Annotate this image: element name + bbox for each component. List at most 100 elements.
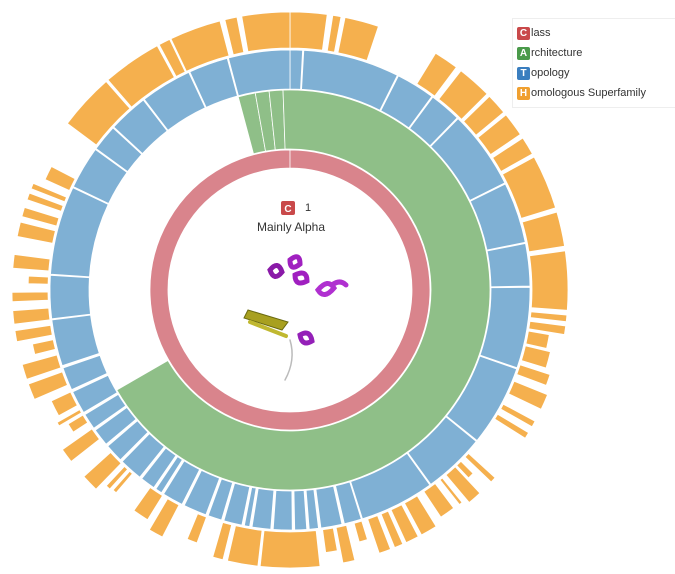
- topology-segment[interactable]: [272, 490, 293, 531]
- topology-segment[interactable]: [189, 57, 238, 108]
- superfamily-segment[interactable]: [224, 16, 245, 56]
- superfamily-segment[interactable]: [438, 70, 488, 120]
- topology-segment[interactable]: [380, 75, 433, 129]
- superfamily-segment[interactable]: [21, 206, 60, 227]
- superfamily-segment[interactable]: [66, 80, 131, 146]
- topology-segment[interactable]: [113, 99, 168, 155]
- superfamily-segment[interactable]: [525, 330, 550, 349]
- topology-segment[interactable]: [409, 96, 458, 147]
- superfamily-segment[interactable]: [529, 311, 568, 323]
- topology-segment[interactable]: [141, 447, 177, 489]
- superfamily-segment[interactable]: [226, 525, 263, 567]
- superfamily-segment[interactable]: [501, 156, 557, 219]
- superfamily-segment[interactable]: [105, 465, 129, 490]
- topology-segment[interactable]: [50, 187, 109, 278]
- topology-segment[interactable]: [486, 242, 531, 288]
- topology-segment[interactable]: [469, 183, 526, 251]
- superfamily-segment[interactable]: [516, 364, 551, 386]
- superfamily-segment[interactable]: [112, 470, 133, 494]
- topology-segment[interactable]: [479, 286, 531, 369]
- superfamily-segment[interactable]: [30, 182, 68, 203]
- superfamily-segment[interactable]: [500, 403, 536, 428]
- topology-segment[interactable]: [207, 478, 234, 521]
- topology-segment[interactable]: [243, 486, 257, 528]
- topology-segment[interactable]: [107, 420, 149, 461]
- superfamily-segment[interactable]: [494, 413, 530, 439]
- superfamily-segment[interactable]: [390, 504, 419, 544]
- superfamily-segment[interactable]: [61, 428, 101, 462]
- topology-segment[interactable]: [223, 482, 251, 526]
- superfamily-segment[interactable]: [27, 371, 69, 400]
- topology-segment[interactable]: [155, 456, 183, 494]
- superfamily-segment[interactable]: [212, 521, 233, 561]
- superfamily-segment[interactable]: [27, 275, 49, 285]
- topology-segment[interactable]: [227, 49, 291, 97]
- superfamily-segment[interactable]: [456, 460, 474, 479]
- superfamily-segment[interactable]: [12, 307, 51, 325]
- superfamily-segment[interactable]: [289, 11, 328, 51]
- superfamily-segment[interactable]: [423, 483, 455, 518]
- topology-segment[interactable]: [183, 469, 221, 516]
- superfamily-segment[interactable]: [12, 254, 51, 272]
- topology-segment[interactable]: [62, 354, 108, 391]
- topology-segment[interactable]: [315, 485, 343, 529]
- superfamily-segment[interactable]: [241, 11, 291, 53]
- superfamily-segment[interactable]: [353, 520, 368, 543]
- superfamily-segment[interactable]: [50, 391, 78, 417]
- superfamily-segment[interactable]: [11, 291, 49, 303]
- superfamily-segment[interactable]: [170, 20, 230, 72]
- topology-segment[interactable]: [350, 452, 431, 520]
- topology-segment[interactable]: [95, 127, 143, 173]
- topology-segment[interactable]: [143, 71, 206, 131]
- superfamily-segment[interactable]: [492, 137, 533, 173]
- superfamily-segment[interactable]: [528, 320, 567, 335]
- superfamily-segment[interactable]: [521, 211, 565, 253]
- superfamily-segment[interactable]: [16, 221, 56, 244]
- topology-segment[interactable]: [293, 490, 308, 531]
- superfamily-segment[interactable]: [403, 495, 437, 536]
- superfamily-segment[interactable]: [464, 452, 496, 483]
- superfamily-segment[interactable]: [259, 530, 321, 569]
- topology-segment[interactable]: [72, 148, 128, 204]
- topology-segment[interactable]: [301, 49, 398, 111]
- topology-segment[interactable]: [72, 374, 118, 414]
- superfamily-segment[interactable]: [463, 95, 505, 136]
- topology-segment[interactable]: [121, 433, 165, 478]
- superfamily-segment[interactable]: [416, 52, 457, 97]
- superfamily-segment[interactable]: [439, 477, 463, 506]
- superfamily-segment[interactable]: [367, 515, 392, 554]
- superfamily-segment[interactable]: [67, 414, 89, 433]
- superfamily-segment[interactable]: [322, 527, 338, 553]
- superfamily-segment[interactable]: [335, 524, 356, 564]
- superfamily-segment[interactable]: [445, 466, 481, 504]
- superfamily-segment[interactable]: [44, 166, 76, 191]
- superfamily-segment[interactable]: [133, 486, 163, 521]
- superfamily-segment[interactable]: [380, 510, 404, 549]
- topology-segment[interactable]: [430, 118, 506, 201]
- topology-segment[interactable]: [49, 274, 91, 320]
- superfamily-segment[interactable]: [186, 513, 207, 544]
- superfamily-segment[interactable]: [56, 409, 82, 427]
- superfamily-segment[interactable]: [32, 339, 56, 355]
- topology-segment[interactable]: [407, 416, 477, 485]
- architecture-segment[interactable]: [116, 89, 491, 491]
- superfamily-segment[interactable]: [477, 114, 521, 156]
- superfamily-segment[interactable]: [14, 324, 53, 343]
- topology-segment[interactable]: [305, 489, 319, 530]
- topology-segment[interactable]: [84, 393, 127, 429]
- topology-segment[interactable]: [446, 355, 518, 442]
- topology-segment[interactable]: [335, 481, 362, 525]
- superfamily-segment[interactable]: [529, 250, 569, 311]
- superfamily-segment[interactable]: [337, 17, 379, 62]
- superfamily-segment[interactable]: [326, 14, 342, 53]
- superfamily-segment[interactable]: [521, 345, 551, 369]
- superfamily-segment[interactable]: [148, 498, 180, 538]
- topology-segment[interactable]: [51, 314, 100, 367]
- topology-segment[interactable]: [289, 49, 303, 90]
- topology-segment[interactable]: [94, 406, 137, 445]
- superfamily-segment[interactable]: [83, 451, 122, 490]
